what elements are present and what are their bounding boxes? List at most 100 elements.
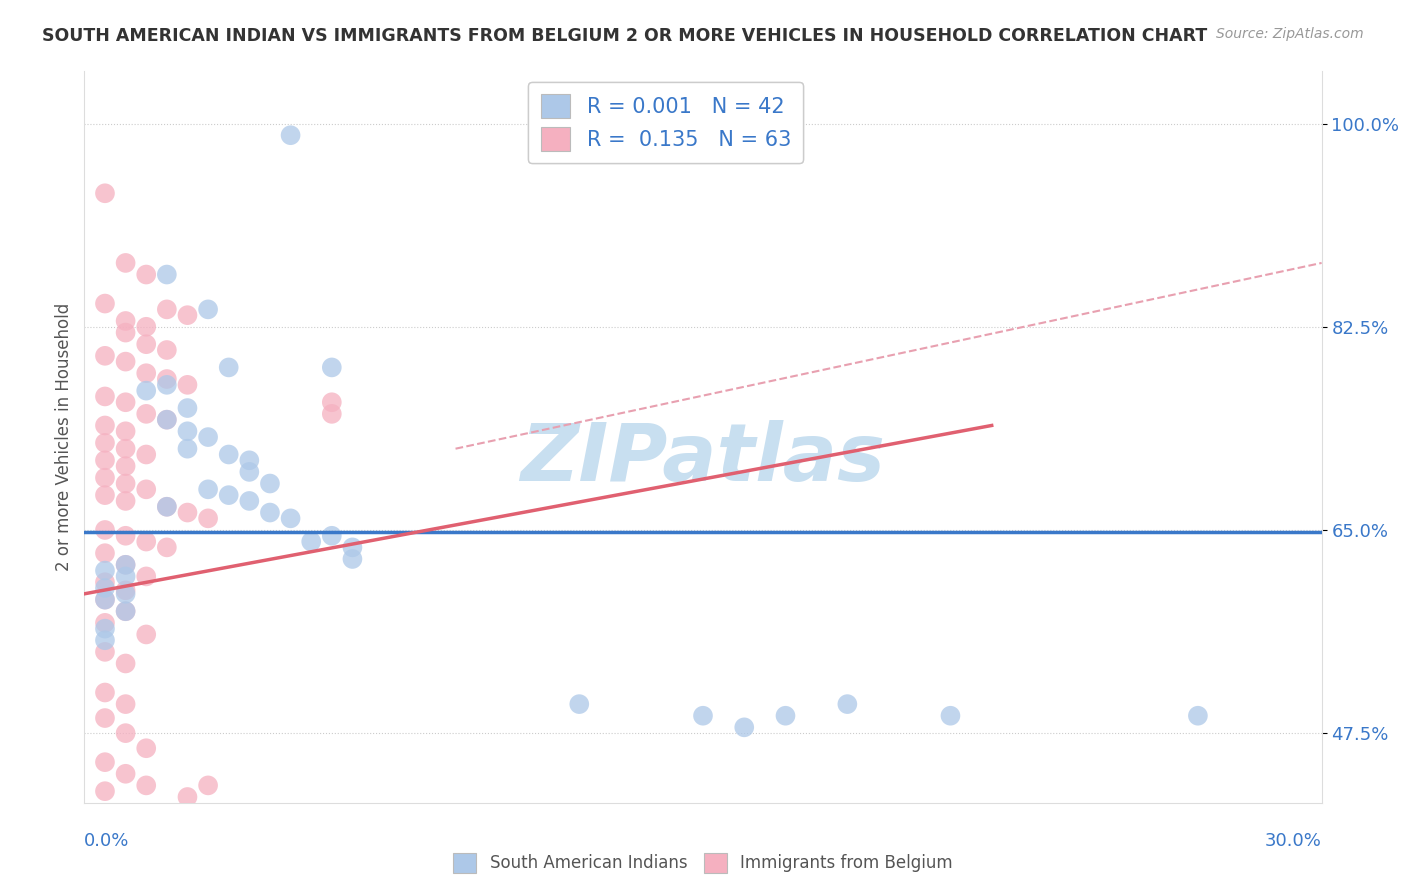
Point bbox=[94, 592, 117, 607]
Point bbox=[156, 412, 179, 426]
Point bbox=[135, 448, 157, 462]
Point bbox=[939, 708, 962, 723]
Point bbox=[94, 471, 117, 485]
Point bbox=[114, 697, 136, 711]
Point bbox=[94, 755, 117, 769]
Point bbox=[94, 575, 117, 590]
Point bbox=[114, 604, 136, 618]
Point bbox=[135, 627, 157, 641]
Point bbox=[197, 430, 219, 444]
Point bbox=[135, 366, 157, 380]
Point bbox=[218, 448, 240, 462]
Point bbox=[156, 412, 179, 426]
Point bbox=[94, 488, 117, 502]
Point bbox=[321, 395, 343, 409]
Point bbox=[197, 483, 219, 497]
Point bbox=[733, 720, 755, 734]
Point bbox=[94, 622, 117, 636]
Point bbox=[114, 604, 136, 618]
Point bbox=[692, 708, 714, 723]
Point bbox=[114, 476, 136, 491]
Point bbox=[94, 685, 117, 699]
Point bbox=[568, 697, 591, 711]
Text: SOUTH AMERICAN INDIAN VS IMMIGRANTS FROM BELGIUM 2 OR MORE VEHICLES IN HOUSEHOLD: SOUTH AMERICAN INDIAN VS IMMIGRANTS FROM… bbox=[42, 27, 1208, 45]
Point bbox=[135, 741, 157, 756]
Point bbox=[94, 389, 117, 403]
Point bbox=[238, 465, 260, 479]
Point bbox=[114, 424, 136, 438]
Point bbox=[259, 476, 281, 491]
Point bbox=[156, 268, 179, 282]
Point bbox=[135, 319, 157, 334]
Point bbox=[94, 645, 117, 659]
Point bbox=[94, 711, 117, 725]
Point bbox=[114, 395, 136, 409]
Point bbox=[238, 453, 260, 467]
Text: ZIPatlas: ZIPatlas bbox=[520, 420, 886, 498]
Text: Source: ZipAtlas.com: Source: ZipAtlas.com bbox=[1216, 27, 1364, 41]
Point bbox=[114, 354, 136, 368]
Point bbox=[156, 343, 179, 357]
Point bbox=[94, 615, 117, 630]
Text: 30.0%: 30.0% bbox=[1265, 832, 1322, 850]
Point bbox=[94, 453, 117, 467]
Point bbox=[342, 541, 364, 555]
Point bbox=[114, 326, 136, 340]
Point bbox=[94, 436, 117, 450]
Point bbox=[135, 407, 157, 421]
Point bbox=[94, 546, 117, 560]
Point bbox=[94, 592, 117, 607]
Point bbox=[176, 377, 198, 392]
Text: 0.0%: 0.0% bbox=[84, 832, 129, 850]
Point bbox=[197, 302, 219, 317]
Legend: South American Indians, Immigrants from Belgium: South American Indians, Immigrants from … bbox=[446, 847, 960, 880]
Point bbox=[156, 541, 179, 555]
Point bbox=[114, 558, 136, 572]
Point bbox=[156, 372, 179, 386]
Point bbox=[176, 308, 198, 322]
Point bbox=[114, 766, 136, 780]
Point bbox=[1187, 708, 1209, 723]
Point bbox=[299, 534, 322, 549]
Point bbox=[114, 494, 136, 508]
Point bbox=[135, 569, 157, 583]
Point bbox=[135, 778, 157, 792]
Point bbox=[259, 506, 281, 520]
Point bbox=[114, 558, 136, 572]
Point bbox=[176, 789, 198, 804]
Point bbox=[114, 587, 136, 601]
Point bbox=[218, 848, 240, 863]
Point bbox=[176, 506, 198, 520]
Point bbox=[135, 534, 157, 549]
Point bbox=[135, 384, 157, 398]
Point bbox=[114, 459, 136, 474]
Point bbox=[176, 442, 198, 456]
Point bbox=[114, 256, 136, 270]
Point bbox=[176, 401, 198, 415]
Point bbox=[218, 360, 240, 375]
Point bbox=[238, 494, 260, 508]
Y-axis label: 2 or more Vehicles in Household: 2 or more Vehicles in Household bbox=[55, 303, 73, 571]
Point bbox=[280, 511, 302, 525]
Point bbox=[94, 564, 117, 578]
Point bbox=[94, 296, 117, 310]
Point bbox=[114, 442, 136, 456]
Point bbox=[775, 708, 797, 723]
Point bbox=[94, 349, 117, 363]
Point bbox=[114, 529, 136, 543]
Point bbox=[156, 500, 179, 514]
Point bbox=[321, 360, 343, 375]
Point bbox=[321, 529, 343, 543]
Point bbox=[94, 784, 117, 798]
Point bbox=[114, 583, 136, 598]
Point bbox=[156, 302, 179, 317]
Point bbox=[135, 268, 157, 282]
Point bbox=[837, 697, 859, 711]
Point bbox=[156, 377, 179, 392]
Point bbox=[197, 511, 219, 525]
Point bbox=[280, 128, 302, 143]
Point bbox=[94, 418, 117, 433]
Point bbox=[197, 778, 219, 792]
Point bbox=[342, 552, 364, 566]
Point bbox=[114, 657, 136, 671]
